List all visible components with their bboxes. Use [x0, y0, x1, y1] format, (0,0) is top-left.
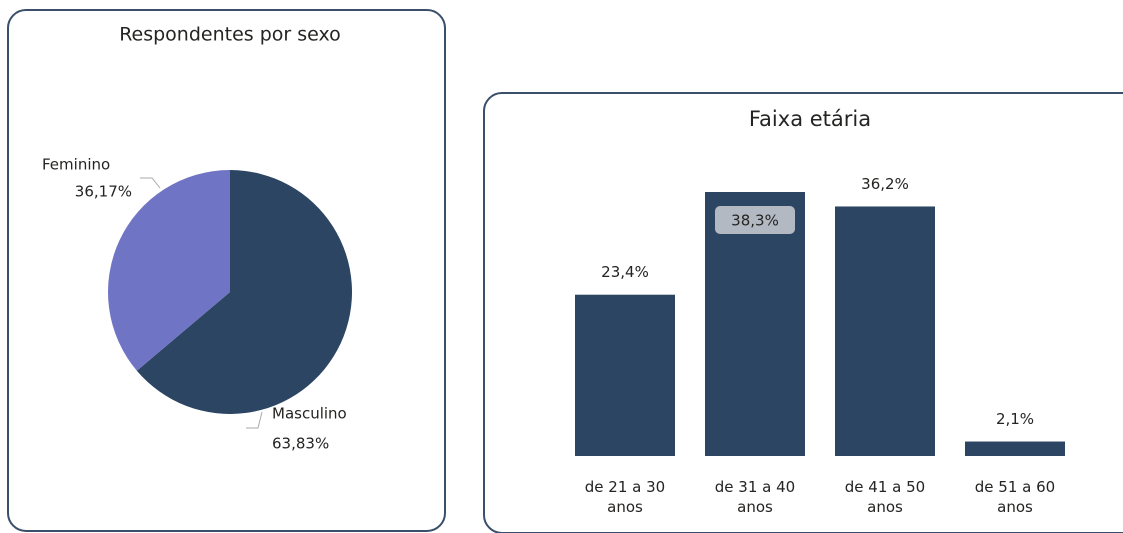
- slice-label: 36,17%: [75, 183, 132, 201]
- value-label: 36,2%: [861, 175, 909, 193]
- pie-title: Respondentes por sexo: [119, 24, 341, 46]
- label-highlight: [715, 206, 795, 234]
- bar: [705, 192, 805, 456]
- slice-name: Masculino: [272, 405, 347, 423]
- bar-title: Faixa etária: [749, 107, 871, 131]
- value-label: 23,4%: [601, 263, 649, 281]
- bar: [575, 294, 675, 456]
- bar: [835, 206, 935, 456]
- x-tick-label: de 31 a 40 anos: [714, 478, 796, 516]
- x-tick-label: de 51 a 60 anos: [974, 478, 1056, 516]
- pie-slice: [107, 170, 230, 371]
- bar: [965, 441, 1065, 456]
- value-label: 38,3%: [731, 212, 779, 230]
- leader-line: [246, 411, 263, 429]
- leader-line: [140, 177, 161, 189]
- x-tick-label: de 41 a 50 anos: [844, 478, 926, 516]
- slice-label: 63,83%: [272, 435, 329, 453]
- x-tick-label: de 21 a 30 anos: [584, 478, 666, 516]
- pie-slice: [136, 170, 352, 415]
- slice-name: Feminino: [42, 156, 110, 174]
- value-label: 2,1%: [996, 410, 1034, 428]
